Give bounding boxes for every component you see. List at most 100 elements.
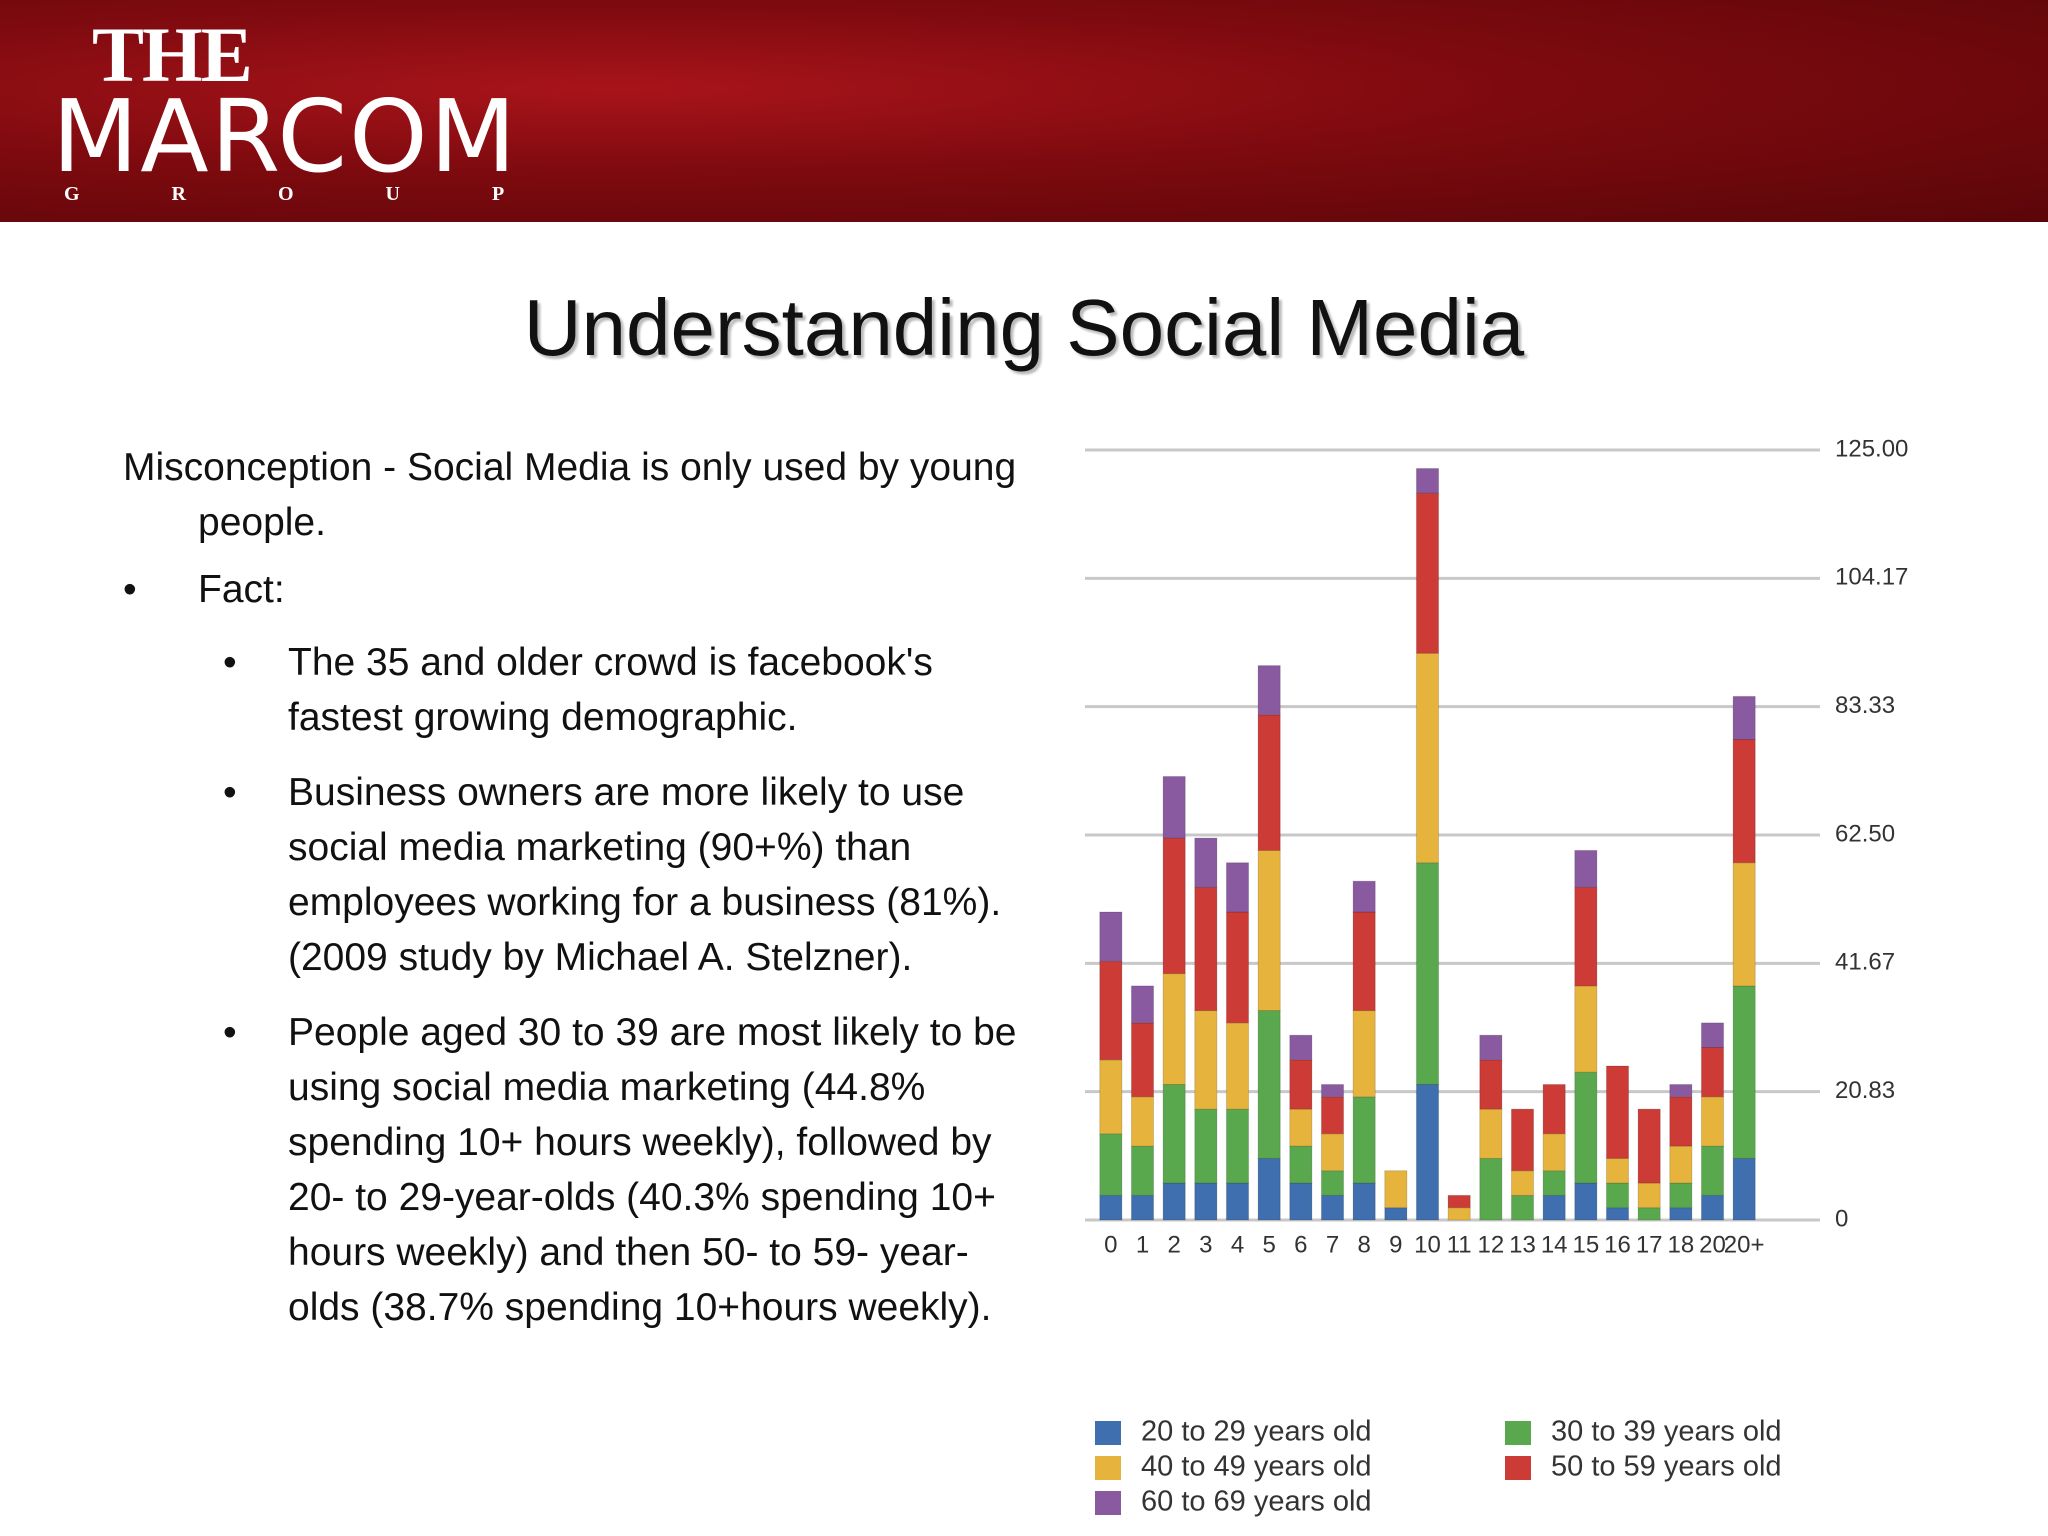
logo: THE MARCOM GROUP: [52, 11, 597, 206]
bar-segment: [1700, 1096, 1725, 1147]
x-tick-label: 1: [1136, 1231, 1149, 1258]
logo-line: GROUP: [64, 183, 597, 205]
legend-swatch: [1505, 1456, 1531, 1480]
x-tick-label: 6: [1294, 1231, 1307, 1258]
slide-title: Understanding Social Media: [523, 283, 1525, 372]
bar-segment: [1605, 1207, 1630, 1221]
legend-label: 60 to 69 years old: [1141, 1486, 1372, 1518]
x-tick-label: 12: [1477, 1231, 1504, 1258]
bar-segment: [1732, 1157, 1756, 1221]
bar-segment: [1574, 1071, 1598, 1184]
bar-segment: [1289, 1182, 1313, 1221]
bar-segment: [1384, 1170, 1408, 1209]
x-tick-label: 20+: [1724, 1231, 1765, 1258]
bar-segment: [1257, 1010, 1281, 1159]
x-tick-label: 15: [1572, 1231, 1599, 1258]
y-tick-label: 0: [1835, 1205, 1848, 1232]
bullet: Business owners are more likely to use s…: [123, 765, 1023, 985]
bar-segment: [1194, 1108, 1218, 1184]
bar-segment: [1225, 1108, 1250, 1184]
bar-segment: [1352, 880, 1376, 913]
bar-segment: [1130, 1096, 1155, 1147]
bar-segment: [1637, 1108, 1661, 1184]
y-tick-label: 125.00: [1835, 435, 1908, 462]
legend-label: 40 to 49 years old: [1141, 1451, 1372, 1483]
bar-segment: [1289, 1145, 1313, 1184]
x-tick-label: 5: [1262, 1231, 1275, 1258]
bar-segment: [1669, 1083, 1693, 1098]
x-tick-label: 18: [1667, 1231, 1694, 1258]
bar-segment: [1130, 1145, 1155, 1196]
x-tick-label: 9: [1389, 1231, 1402, 1258]
bar-segment: [1542, 1083, 1566, 1135]
bar-segment: [1099, 960, 1123, 1061]
header-banner: THE MARCOM GROUP: [0, 0, 2048, 222]
bar-segment: [1099, 1194, 1123, 1221]
bar-segment: [1320, 1096, 1345, 1135]
bar-segment: [1574, 849, 1598, 888]
bar-segment: [1479, 1034, 1503, 1061]
x-tick-label: 17: [1636, 1231, 1663, 1258]
y-tick-label: 104.17: [1835, 564, 1908, 591]
bar-segment: [1415, 1083, 1440, 1221]
y-tick-label: 20.83: [1835, 1077, 1895, 1104]
bar-segment: [1700, 1022, 1725, 1049]
legend-label: 50 to 59 years old: [1551, 1451, 1782, 1483]
bar-segment: [1510, 1194, 1535, 1221]
bar-segment: [1162, 837, 1186, 975]
x-tick-label: 20: [1699, 1231, 1726, 1258]
bar-segment: [1574, 985, 1598, 1073]
y-tick-label: 83.33: [1835, 692, 1895, 719]
bar-segment: [1732, 695, 1756, 741]
legend-swatch: [1095, 1421, 1121, 1445]
bar-segment: [1320, 1170, 1345, 1196]
bar-segment: [1479, 1108, 1503, 1159]
fact: Fact:: [123, 562, 1023, 617]
bar-segment: [1447, 1207, 1471, 1221]
bar-segment: [1669, 1096, 1693, 1147]
bar-segment: [1352, 1010, 1376, 1098]
bar-segment: [1352, 1182, 1376, 1221]
bar-segment: [1574, 1182, 1598, 1221]
bar-segment: [1289, 1059, 1313, 1110]
bar-segment: [1194, 837, 1218, 888]
bullet: People aged 30 to 39 are most likely to …: [123, 1005, 1023, 1335]
x-tick-label: 3: [1199, 1231, 1212, 1258]
bar-segment: [1225, 1182, 1250, 1221]
bar-segment: [1257, 849, 1281, 1012]
bar-segment: [1700, 1047, 1725, 1098]
legend-swatch: [1095, 1491, 1121, 1515]
bar-segment: [1479, 1059, 1503, 1110]
x-tick-label: 13: [1509, 1231, 1536, 1258]
bar-segment: [1542, 1133, 1566, 1172]
bar-segment: [1669, 1182, 1693, 1209]
bar-segment: [1130, 1022, 1155, 1098]
bar-segment: [1257, 714, 1281, 851]
bar-segment: [1099, 1133, 1123, 1196]
y-tick-label: 41.67: [1835, 949, 1895, 976]
y-tick-label: 62.50: [1835, 820, 1895, 847]
bar-segment: [1700, 1194, 1725, 1221]
logo-line: THE: [92, 11, 253, 98]
bar-segment: [1574, 886, 1598, 987]
logo-line: MARCOM: [52, 78, 519, 195]
bar-segment: [1257, 1157, 1281, 1221]
bar-segment: [1352, 1096, 1376, 1184]
bar-segment: [1162, 775, 1186, 839]
bar-segment: [1605, 1157, 1630, 1184]
bar-segment: [1320, 1083, 1345, 1098]
bar-segment: [1225, 862, 1250, 913]
x-tick-label: 16: [1604, 1231, 1631, 1258]
bar-segment: [1320, 1133, 1345, 1172]
bar-segment: [1415, 652, 1440, 864]
bar-segment: [1257, 665, 1281, 716]
bar-segment: [1194, 886, 1218, 1012]
legend-swatch: [1095, 1456, 1121, 1480]
bar-segment: [1732, 985, 1756, 1159]
bar-segment: [1415, 492, 1440, 654]
bar-segment: [1162, 973, 1186, 1085]
legend-swatch: [1505, 1421, 1531, 1445]
bar-segment: [1669, 1207, 1693, 1221]
